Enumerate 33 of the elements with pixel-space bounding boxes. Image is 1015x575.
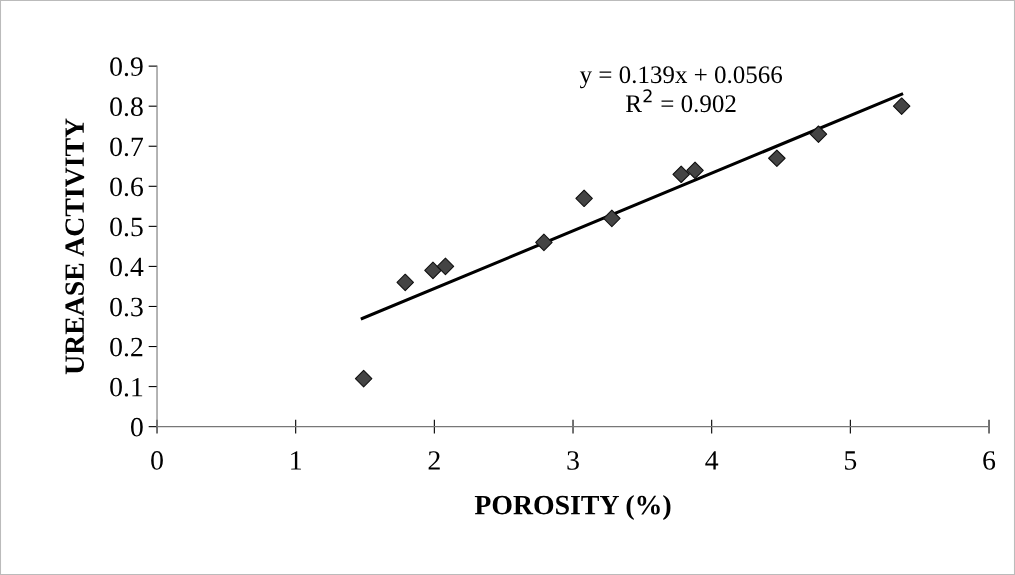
y-tick-label: 0.8 <box>110 97 143 117</box>
y-tick-label: 0.2 <box>110 337 143 357</box>
y-axis-title: UREASE ACTIVITY <box>65 118 85 375</box>
annotation: R$^{2}$ = 0.902 <box>626 89 736 113</box>
y-tick-label: 0.7 <box>110 137 144 157</box>
x-tick-label: 0 <box>151 451 163 470</box>
x-axis-title: POROSITY (%) <box>474 494 671 521</box>
point <box>892 97 911 115</box>
point <box>768 149 786 168</box>
y-tick-label: 0.4 <box>110 257 144 277</box>
annotation: y = 0.139x + 0.0566 <box>579 66 783 89</box>
y-tick-label: 0.6 <box>110 177 143 197</box>
y-tick-label: 0.5 <box>110 217 143 237</box>
y-tick-label: 0.1 <box>110 377 143 397</box>
x-tick-label: 5 <box>845 451 857 470</box>
point <box>809 125 828 143</box>
x-tick-label: 4 <box>705 451 719 470</box>
x-tick-label: 2 <box>428 451 440 470</box>
y-tick-label: 0.9 <box>110 57 143 77</box>
point <box>535 233 553 252</box>
point <box>575 189 593 208</box>
point <box>603 209 621 228</box>
point <box>396 273 415 292</box>
point <box>672 165 690 184</box>
y-tick-label: 0.3 <box>110 297 143 317</box>
x-tick-label: 3 <box>567 451 579 470</box>
point <box>354 369 373 388</box>
y-tick-label: 0 <box>131 417 143 437</box>
point <box>686 161 704 180</box>
point <box>436 257 455 276</box>
point <box>424 261 442 280</box>
x-tick-label: 6 <box>983 451 996 470</box>
x-tick-label: 1 <box>291 451 301 470</box>
